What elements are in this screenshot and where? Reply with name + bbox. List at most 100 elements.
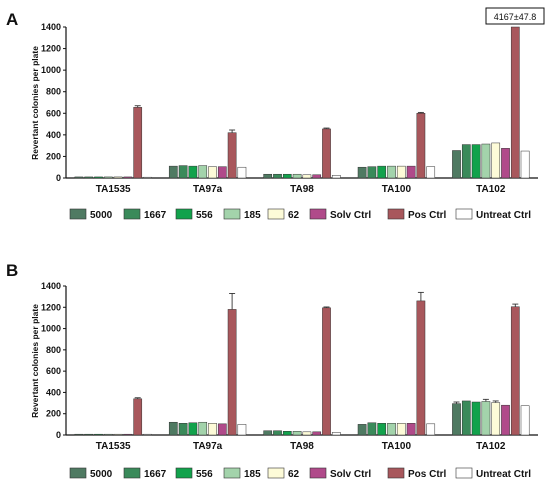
x-category-label: TA97a: [193, 441, 223, 452]
legend-label: Solv Ctrl: [330, 469, 371, 480]
legend-label: Pos Ctrl: [408, 210, 447, 221]
bar-ta98-untreat-ctrl: [331, 175, 341, 179]
panel-a-letter: A: [6, 10, 18, 29]
legend-swatch: [123, 208, 141, 220]
y-tick-label: 1000: [41, 324, 61, 334]
bar-ta1535-1667: [84, 433, 94, 436]
x-category-label: TA1535: [96, 441, 131, 452]
panel-b-x-categories: TA1535 TA97a TA98 TA100 TA102: [96, 441, 506, 452]
bar-ta97a-62: [208, 423, 217, 436]
y-tick-label: 1200: [41, 44, 61, 54]
bar-ta100-1667: [367, 166, 377, 179]
bar-ta102-pos-ctrl: [510, 306, 520, 436]
bar-ta97a-pos-ctrl: [227, 132, 237, 179]
panel-b-y-axis-label: Revertant colonies per plate: [30, 304, 40, 418]
bar-ta102-solv-ctrl: [501, 404, 510, 436]
bar-ta97a-1667: [178, 423, 188, 436]
legend-swatch: [223, 208, 241, 220]
bar-ta102-5000: [452, 403, 461, 436]
bar-ta98-185: [292, 431, 302, 436]
legend-swatch: [309, 467, 327, 479]
bar-ta98-62: [302, 431, 312, 436]
legend-label: Untreat Ctrl: [476, 469, 531, 480]
y-tick-label: 400: [46, 130, 61, 140]
bar-ta100-185: [387, 165, 396, 179]
y-tick-label: 1000: [41, 65, 61, 75]
legend-label: 1667: [144, 469, 167, 480]
bar-ta100-5000: [357, 424, 367, 436]
panel-b-bars: [74, 291, 530, 436]
x-category-label: TA100: [382, 441, 412, 452]
legend-label: 62: [288, 210, 300, 221]
panel-b-legend: 5000 1667 556 185 62 Solv Ctrl Pos Ctrl Untreat…: [69, 467, 531, 480]
bar-ta102-185: [481, 143, 491, 179]
bar-ta98-pos-ctrl: [322, 128, 331, 179]
panel-a-annotation-box: 4167±47.8: [485, 7, 545, 25]
bar-ta97a-untreat-ctrl: [237, 424, 247, 436]
y-tick-label: 800: [46, 345, 61, 355]
bar-ta97a-solv-ctrl: [217, 166, 227, 179]
x-category-label: TA102: [476, 441, 506, 452]
bar-ta1535-62: [113, 176, 123, 179]
legend-label: Solv Ctrl: [330, 210, 371, 221]
legend-label: 5000: [90, 210, 113, 221]
bar-ta98-185: [292, 173, 302, 179]
bar-ta1535-556: [94, 433, 103, 436]
bar-ta97a-185: [198, 165, 208, 179]
legend-label: 185: [244, 469, 261, 480]
legend-swatch: [309, 208, 327, 220]
panel-a: A Revertant colonies per plate 0 200 400 60…: [6, 7, 545, 221]
panel-b: B Revertant colonies per plate 0 200 400 60…: [6, 261, 538, 480]
bar-ta102-untreat-ctrl: [520, 150, 530, 179]
bar-ta97a-185: [198, 421, 208, 436]
bar-ta97a-556: [188, 165, 198, 179]
bar-ta1535-556: [94, 176, 103, 179]
y-tick-label: 200: [46, 151, 61, 161]
legend-swatch: [267, 467, 285, 479]
panel-b-letter: B: [6, 261, 18, 280]
legend-label: 1667: [144, 210, 167, 221]
legend-swatch: [387, 467, 405, 479]
annotation-frame: [485, 7, 545, 25]
legend-swatch: [175, 208, 193, 220]
annotation-text: 4167±47.8: [494, 12, 536, 22]
bar-ta100-185: [387, 423, 396, 436]
bar-ta98-5000: [263, 430, 273, 436]
bar-ta1535-solv-ctrl: [123, 433, 133, 436]
bar-ta100-62: [396, 423, 406, 436]
y-tick-label: 1200: [41, 302, 61, 312]
x-category-label: TA100: [382, 184, 412, 195]
panel-b-y-ticks: 0 200 400 600 800 1000 1200 1400: [41, 281, 66, 440]
y-tick-label: 600: [46, 108, 61, 118]
bar-ta102-185: [481, 401, 491, 436]
y-tick-label: 200: [46, 409, 61, 419]
bar-ta100-pos-ctrl: [416, 300, 426, 436]
bar-ta1535-untreat-ctrl: [143, 433, 152, 436]
bar-ta100-556: [377, 165, 387, 179]
bar-ta102-pos-ctrl: [510, 26, 520, 179]
legend-swatch: [267, 208, 285, 220]
x-category-label: TA1535: [96, 184, 131, 195]
bar-ta98-untreat-ctrl: [331, 432, 341, 436]
legend-swatch: [175, 467, 193, 479]
y-tick-label: 0: [56, 430, 61, 440]
bar-ta98-5000: [263, 173, 273, 179]
bar-ta1535-185: [103, 433, 113, 436]
bar-ta98-556: [282, 173, 292, 179]
bar-ta100-pos-ctrl: [416, 113, 426, 179]
panel-a-y-axis-label: Revertant colonies per plate: [30, 46, 40, 160]
bar-ta1535-pos-ctrl: [133, 398, 143, 436]
bar-ta100-solv-ctrl: [406, 165, 416, 179]
bar-ta100-untreat-ctrl: [426, 166, 436, 179]
x-category-label: TA102: [476, 184, 506, 195]
y-tick-label: 0: [56, 173, 61, 183]
bar-ta97a-pos-ctrl: [227, 309, 237, 436]
bar-ta97a-1667: [178, 165, 188, 179]
x-category-label: TA98: [290, 441, 314, 452]
legend-label: 5000: [90, 469, 113, 480]
bar-ta1535-185: [103, 176, 113, 179]
bar-ta1535-pos-ctrl: [133, 107, 143, 179]
y-tick-label: 800: [46, 87, 61, 97]
bar-ta102-solv-ctrl: [501, 148, 510, 179]
